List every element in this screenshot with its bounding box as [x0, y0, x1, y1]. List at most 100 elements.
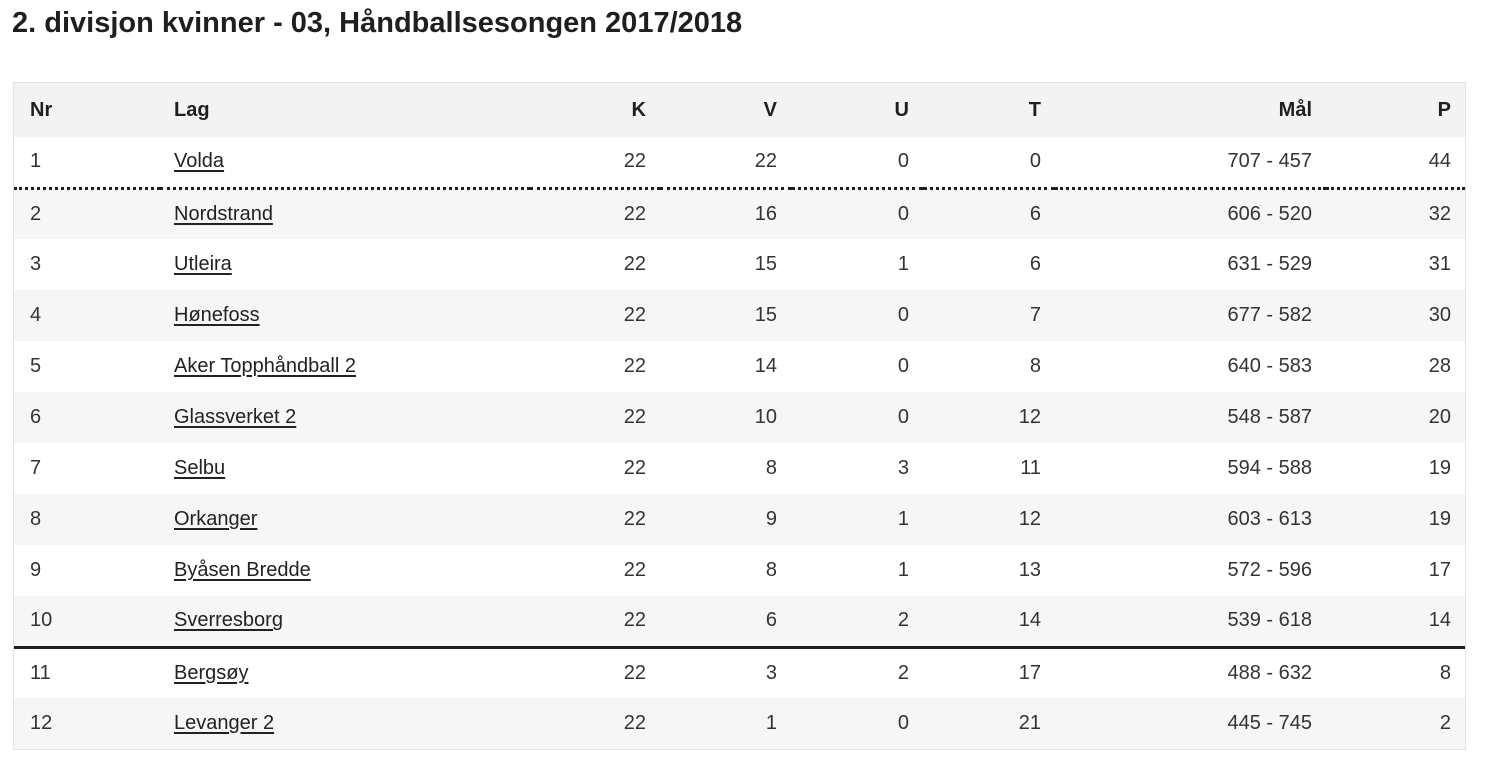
cell-v: 22 [660, 137, 791, 190]
cell-k: 22 [623, 457, 646, 479]
table-row: 11 Bergsøy 22 3 2 17 488 - 632 8 [14, 647, 1465, 698]
cell-lag: Volda [160, 137, 530, 190]
cell-lag: Nordstrand [160, 188, 530, 239]
cell-t: 7 [1029, 304, 1041, 326]
team-link[interactable]: Utleira [174, 253, 232, 275]
cell-nr: 3 [30, 253, 42, 275]
cell-v: 10 [754, 406, 777, 428]
cell-nr: 6 [30, 406, 42, 428]
table-row: 12 Levanger 2 22 1 0 21 445 - 745 2 [14, 698, 1465, 749]
table-row: 9 Byåsen Bredde 22 8 1 13 572 - 596 17 [14, 545, 1465, 596]
cell-t: 12 [1018, 508, 1041, 530]
cell-v: 8 [765, 457, 777, 479]
cell-t: 6 [1029, 202, 1041, 225]
standings-table: Nr Lag K V U T Mål P 1 Volda 22 22 0 0 707 - 4… [14, 83, 1465, 749]
cell-v: 1 [765, 712, 777, 734]
cell-k: 22 [623, 559, 646, 581]
cell-mal: 548 - 587 [1227, 406, 1312, 428]
cell-k: 22 [623, 355, 646, 377]
cell-k: 22 [623, 406, 646, 428]
table-body: 1 Volda 22 22 0 0 707 - 457 44 2 Nordstrand 22 16 0 6… [14, 137, 1465, 749]
team-link[interactable]: Orkanger [174, 508, 258, 530]
cell-k: 22 [623, 202, 646, 225]
cell-mal: 539 - 618 [1055, 596, 1326, 649]
cell-t: 21 [1018, 712, 1041, 734]
cell-mal: 594 - 588 [1227, 457, 1312, 479]
cell-u: 2 [897, 661, 909, 684]
cell-p: 28 [1428, 355, 1451, 377]
cell-v: 14 [754, 355, 777, 377]
cell-v: 16 [754, 202, 777, 225]
cell-t: 0 [923, 137, 1055, 190]
cell-nr: 9 [30, 559, 42, 581]
cell-t: 12 [1018, 406, 1041, 428]
cell-k: 22 [623, 661, 646, 684]
cell-nr: 8 [30, 508, 42, 530]
cell-lag: Utleira [160, 239, 530, 290]
cell-p: 30 [1428, 304, 1451, 326]
cell-u: 0 [897, 202, 909, 225]
cell-lag: Byåsen Bredde [160, 545, 530, 596]
cell-k: 22 [623, 712, 646, 734]
cell-mal: 677 - 582 [1227, 304, 1312, 326]
team-link[interactable]: Selbu [174, 457, 226, 479]
cell-nr: 1 [14, 137, 160, 190]
header-lag: Lag [174, 98, 210, 121]
cell-mal: 445 - 745 [1227, 712, 1312, 734]
team-link[interactable]: Byåsen Bredde [174, 559, 311, 581]
header-u: U [894, 98, 909, 121]
cell-u: 3 [897, 457, 909, 479]
table-row: 10 Sverresborg 22 6 2 14 539 - 618 14 [14, 596, 1465, 649]
cell-v: 6 [660, 596, 791, 649]
cell-lag: Hønefoss [160, 290, 530, 341]
cell-p: 19 [1428, 457, 1451, 479]
table-row: 3 Utleira 22 15 1 6 631 - 529 31 [14, 239, 1465, 290]
team-link[interactable]: Aker Topphåndball 2 [174, 355, 356, 377]
cell-lag: Levanger 2 [160, 698, 530, 749]
cell-p: 32 [1428, 202, 1451, 225]
cell-t: 6 [1029, 253, 1041, 275]
team-link[interactable]: Glassverket 2 [174, 406, 297, 428]
cell-p: 14 [1326, 596, 1465, 649]
cell-lag: Aker Topphåndball 2 [160, 341, 530, 392]
team-link[interactable]: Sverresborg [174, 609, 283, 632]
cell-mal: 603 - 613 [1227, 508, 1312, 530]
cell-v: 15 [754, 253, 777, 275]
cell-u: 1 [897, 253, 909, 275]
header-t: T [1028, 98, 1041, 121]
cell-u: 0 [791, 137, 923, 190]
table-row: 1 Volda 22 22 0 0 707 - 457 44 [14, 137, 1465, 190]
team-link[interactable]: Nordstrand [174, 202, 273, 225]
cell-k: 22 [623, 304, 646, 326]
cell-lag: Orkanger [160, 494, 530, 545]
cell-p: 20 [1428, 406, 1451, 428]
cell-k: 22 [623, 253, 646, 275]
cell-t: 11 [1020, 457, 1041, 479]
cell-nr: 11 [30, 661, 51, 684]
header-mal: Mål [1278, 98, 1312, 121]
cell-mal: 488 - 632 [1227, 661, 1312, 684]
cell-u: 0 [897, 406, 909, 428]
cell-mal: 707 - 457 [1055, 137, 1326, 190]
header-nr: Nr [30, 98, 53, 121]
cell-t: 13 [1018, 559, 1041, 581]
cell-nr: 12 [30, 712, 53, 734]
header-row: Nr Lag K V U T Mål P [14, 83, 1465, 137]
cell-t: 17 [1018, 661, 1041, 684]
cell-u: 0 [897, 304, 909, 326]
team-link[interactable]: Volda [174, 150, 225, 173]
cell-v: 15 [754, 304, 777, 326]
cell-v: 3 [765, 661, 777, 684]
cell-nr: 10 [14, 596, 160, 649]
team-link[interactable]: Levanger 2 [174, 712, 275, 734]
team-link[interactable]: Bergsøy [174, 661, 249, 684]
cell-mal: 631 - 529 [1227, 253, 1312, 275]
table-row: 8 Orkanger 22 9 1 12 603 - 613 19 [14, 494, 1465, 545]
table-header: Nr Lag K V U T Mål P [14, 83, 1465, 137]
team-link[interactable]: Hønefoss [174, 304, 260, 326]
cell-p: 8 [1439, 661, 1451, 684]
cell-v: 9 [765, 508, 777, 530]
cell-u: 0 [897, 712, 909, 734]
cell-k: 22 [623, 508, 646, 530]
cell-lag: Bergsøy [160, 647, 530, 698]
